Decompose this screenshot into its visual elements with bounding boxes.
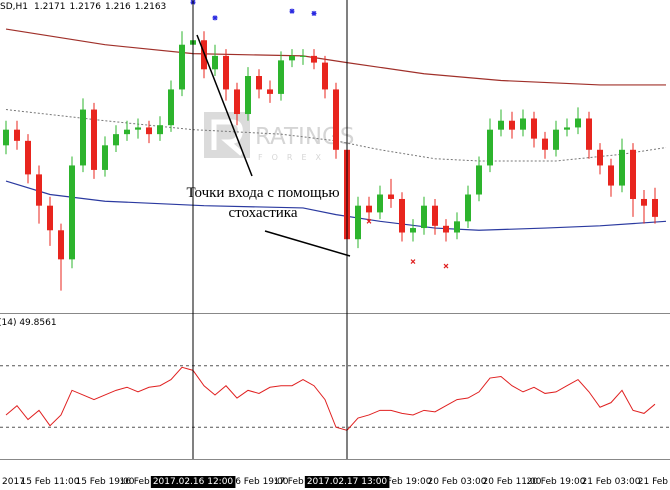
open-value: 1.2171	[34, 2, 66, 12]
annotation: стохастика	[228, 205, 297, 221]
candle-body	[179, 44, 185, 90]
x-tick-label: 17 Feb 19:00	[372, 477, 431, 487]
candle-body	[443, 225, 449, 233]
x-tick-label: 15 Feb 11:00	[20, 477, 79, 487]
symbol: PUSD,H1	[0, 2, 28, 12]
candle-body	[619, 149, 625, 186]
candle-body	[597, 149, 603, 166]
low-value: 1.216	[105, 2, 131, 12]
candle-body	[102, 145, 108, 170]
signal-marker	[410, 259, 416, 265]
candle-body	[157, 125, 163, 135]
candle-body	[3, 129, 9, 146]
signal-marker	[212, 15, 218, 21]
candle-body	[69, 165, 75, 260]
candle-body	[509, 120, 515, 130]
candle-body	[586, 118, 592, 150]
annotation: Точки входа с помощью	[186, 185, 339, 201]
crosshair-label: 2017.02.16 12:00	[153, 477, 234, 487]
candle-body	[322, 62, 328, 90]
indicator-title: (14) 49.8561	[0, 318, 57, 328]
candle-body	[36, 174, 42, 206]
candle-body	[245, 76, 251, 115]
candle-body	[80, 109, 86, 166]
moving-average	[5, 109, 667, 162]
crosshair-label: 2017.02.17 13:00	[307, 477, 388, 487]
candle-body	[146, 127, 152, 135]
candle-body	[476, 165, 482, 195]
candle-body	[531, 118, 537, 139]
candle-body	[608, 165, 614, 186]
candle-body	[14, 129, 20, 141]
annotation-arrow	[264, 230, 351, 257]
watermark-subtitle: FOREX	[258, 153, 330, 162]
x-tick-label: 20 Feb 03:00	[427, 477, 486, 487]
candle-body	[168, 89, 174, 126]
candle-body	[421, 205, 427, 229]
candle-body	[410, 228, 416, 233]
candle-body	[212, 55, 218, 70]
x-tick-label: 15 Feb 19:00	[75, 477, 134, 487]
signal-marker	[366, 218, 372, 224]
candle-body	[652, 198, 658, 217]
candle-body	[278, 60, 284, 94]
candle-body	[520, 118, 526, 130]
candle-body	[355, 205, 361, 240]
candle-body	[366, 205, 372, 213]
high-value: 1.2176	[70, 2, 102, 12]
x-tick-label: 2017	[2, 477, 25, 487]
candle-body	[58, 230, 64, 260]
x-tick-label: 20 Feb 19:00	[526, 477, 585, 487]
x-tick-label: 20 Feb 11:00	[482, 477, 541, 487]
candle-body	[377, 194, 383, 213]
watermark-logo-mark	[211, 119, 244, 156]
candle-body	[256, 76, 262, 90]
candle-body	[25, 140, 31, 175]
signal-marker	[311, 10, 317, 16]
candle-body	[487, 129, 493, 166]
close-value: 1.2163	[135, 2, 167, 12]
x-tick-label: 16 Feb 19:00	[229, 477, 288, 487]
candle-body	[333, 89, 339, 150]
candle-body	[399, 198, 405, 233]
candle-body	[267, 89, 273, 94]
signal-marker	[443, 263, 449, 269]
candle-body	[223, 55, 229, 90]
candle-body	[641, 198, 647, 206]
candle-body	[47, 205, 53, 231]
candle-body	[124, 129, 130, 135]
candle-body	[135, 127, 141, 130]
candle-body	[300, 55, 306, 57]
crosshair-label-box	[150, 476, 236, 488]
candle-body	[432, 205, 438, 226]
candle-body	[388, 194, 394, 199]
candle-body	[465, 194, 471, 222]
annotation-arrow	[196, 34, 253, 177]
candle-body	[498, 120, 504, 130]
candle-body	[113, 134, 119, 146]
signal-marker	[289, 8, 295, 14]
candle-body	[575, 118, 581, 128]
x-tick-label: 17 Feb 03:00	[273, 477, 332, 487]
candle-body	[289, 55, 295, 61]
watermark-logo	[204, 112, 250, 158]
x-tick-label: 21 Feb	[638, 477, 669, 487]
crosshair-label-box	[304, 476, 390, 488]
indicator-line	[5, 366, 656, 431]
x-tick-label: 21 Feb 03:00	[581, 477, 640, 487]
candle-body	[553, 129, 559, 150]
candle-body	[234, 89, 240, 115]
candle-body	[91, 109, 97, 170]
candle-body	[564, 127, 570, 130]
candle-body	[454, 221, 460, 233]
x-tick-label: 16 Feb 03:00	[119, 477, 178, 487]
candle-body	[630, 149, 636, 199]
candle-body	[311, 55, 317, 63]
candle-body	[542, 138, 548, 150]
